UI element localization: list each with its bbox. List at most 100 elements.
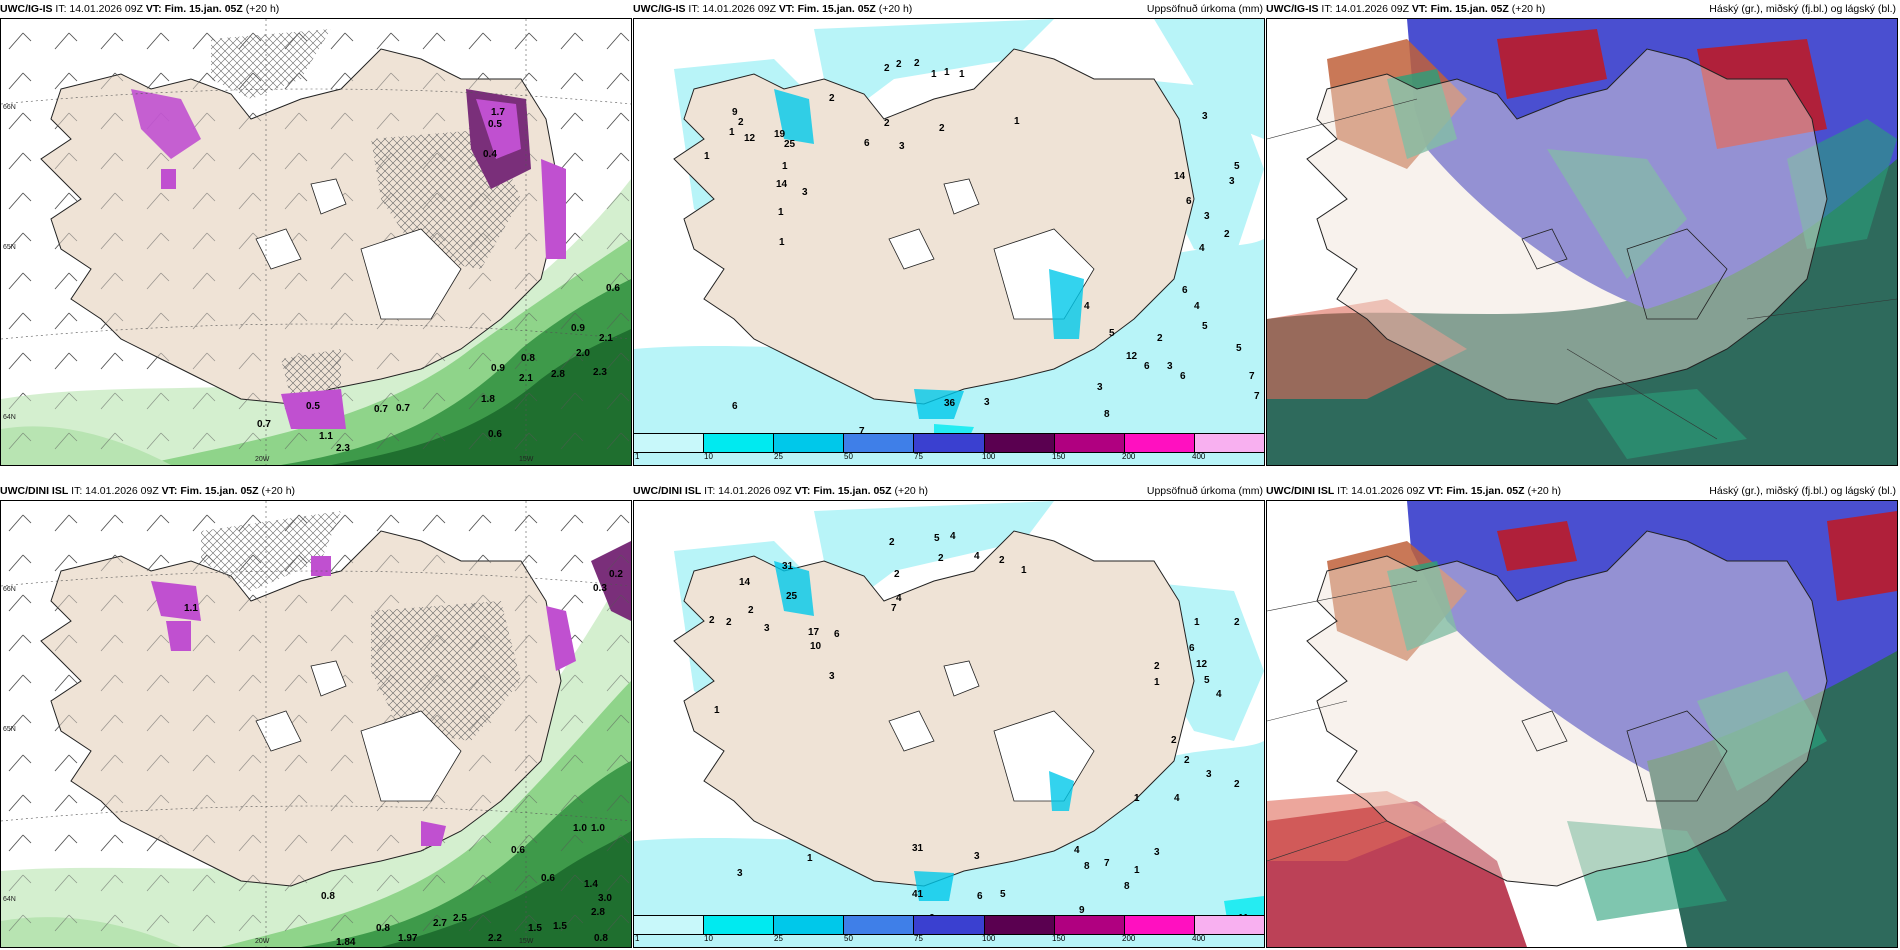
value-label: 1 xyxy=(1134,865,1140,876)
value-label: 4 xyxy=(1074,845,1080,856)
colorbar-swatch xyxy=(1053,916,1124,934)
map-frame: 2 2 2 1 1 1 9 2 1 1 12 19 25 14 3 2 1 1 … xyxy=(633,18,1265,466)
value-label: 0.6 xyxy=(541,873,555,884)
value-label: 3 xyxy=(1167,361,1173,372)
value-label: 0.6 xyxy=(488,429,502,440)
value-label: 1 xyxy=(1154,677,1160,688)
valid-time-label: VT: xyxy=(794,485,811,497)
value-label: 1.97 xyxy=(398,933,418,944)
colorbar-swatch xyxy=(843,916,914,934)
value-label: 1 xyxy=(1014,116,1020,127)
value-label: 1 xyxy=(931,69,937,80)
colorbar-label: 400 xyxy=(1192,452,1206,461)
value-label: 2.7 xyxy=(433,918,447,929)
panel-ig-cloud: UWC/IG-IS IT: 14.01.2026 09Z VT: Fim. 15… xyxy=(1266,0,1898,466)
value-label: 12 xyxy=(1196,659,1208,670)
lead-time: (+20 h) xyxy=(878,3,913,15)
value-label: 1 xyxy=(807,853,813,864)
field-title: Háský (gr.), miðský (fj.bl.) og lágský (… xyxy=(1709,485,1896,497)
value-label: 1.0 xyxy=(573,823,587,834)
value-label: 6 xyxy=(732,401,738,412)
value-label: 2 xyxy=(1154,661,1160,672)
model-name: UWC/IG-IS xyxy=(0,3,53,15)
value-label: 0.6 xyxy=(511,845,525,856)
value-label: 0.9 xyxy=(491,363,505,374)
value-label: 0.8 xyxy=(521,353,535,364)
value-label: 1 xyxy=(778,207,784,218)
value-label: 3 xyxy=(984,397,990,408)
value-label: 3 xyxy=(974,851,980,862)
valid-time: Fim. 15.jan. 05Z xyxy=(180,485,259,497)
colorbar-swatch xyxy=(843,434,914,452)
value-label: 14 xyxy=(1174,171,1186,182)
value-label: 1 xyxy=(714,705,720,716)
tick-label: 64N xyxy=(3,896,16,903)
value-label: 9 xyxy=(1079,905,1085,916)
panel-header: UWC/IG-IS IT: 14.01.2026 09Z VT: Fim. 15… xyxy=(633,0,1265,18)
value-label: 2 xyxy=(748,605,754,616)
panel-header: UWC/DINI ISL IT: 14.01.2026 09Z VT: Fim.… xyxy=(0,482,632,500)
colorbar-labels: 1 10 25 50 75 100 150 200 400 xyxy=(634,451,1264,463)
wind-map: 20W 15W 66N 65N 64N 0.2 0.3 1.0 1.0 0.6 … xyxy=(1,501,631,947)
value-label: 25 xyxy=(786,591,798,602)
value-label: 5 xyxy=(934,533,940,544)
value-label: 2.1 xyxy=(599,333,613,344)
colorbar-swatch xyxy=(1193,916,1264,934)
colorbar-label: 75 xyxy=(914,934,923,943)
value-label: 3 xyxy=(764,623,770,634)
value-label: 8 xyxy=(1124,881,1130,892)
precip-map: 2 2 2 1 1 1 9 2 1 1 12 19 25 14 3 2 1 1 … xyxy=(634,19,1264,465)
value-label: 6 xyxy=(1144,361,1150,372)
value-label: 1.7 xyxy=(491,107,505,118)
tick-label: 15W xyxy=(519,938,534,945)
value-label: 9 xyxy=(732,107,738,118)
tick-label: 65N xyxy=(3,244,16,251)
value-label: 1.8 xyxy=(481,394,495,405)
value-label: 5 xyxy=(1202,321,1208,332)
value-label: 4 xyxy=(1216,689,1222,700)
colorbar-label: 150 xyxy=(1052,934,1066,943)
value-label: 6 xyxy=(834,629,840,640)
colorbar-swatch xyxy=(703,916,774,934)
cloud-map xyxy=(1267,501,1897,947)
value-label: 4 xyxy=(896,593,902,604)
value-label: 8 xyxy=(1084,861,1090,872)
init-time: IT: 14.01.2026 09Z xyxy=(704,485,792,497)
value-label: 2.3 xyxy=(336,443,350,454)
value-label: 0.3 xyxy=(593,583,607,594)
value-label: 3 xyxy=(1097,382,1103,393)
colorbar-label: 400 xyxy=(1192,934,1206,943)
value-label: 3 xyxy=(829,671,835,682)
lead-time: (+20 h) xyxy=(245,3,280,15)
value-label: 0.7 xyxy=(257,419,271,430)
init-time: IT: 14.01.2026 09Z xyxy=(1337,485,1425,497)
init-time: IT: 14.01.2026 09Z xyxy=(55,3,143,15)
colorbar-swatch xyxy=(773,434,844,452)
map-frame: 20W 15W 66N 65N 64N 0.6 0.9 2.1 2.0 0.8 … xyxy=(0,18,632,466)
value-label: 5 xyxy=(1236,343,1242,354)
value-label: 0.2 xyxy=(609,569,623,580)
lead-time: (+20 h) xyxy=(1511,3,1546,15)
colorbar-swatch xyxy=(1193,434,1264,452)
tick-label: 15W xyxy=(519,456,534,463)
value-label: 0.8 xyxy=(321,891,335,902)
value-label: 6 xyxy=(1189,643,1195,654)
wind-map: 20W 15W 66N 65N 64N 0.6 0.9 2.1 2.0 0.8 … xyxy=(1,19,631,465)
panel-dini-cloud: UWC/DINI ISL IT: 14.01.2026 09Z VT: Fim.… xyxy=(1266,482,1898,948)
value-label: 2 xyxy=(938,553,944,564)
value-label: 2.0 xyxy=(576,348,590,359)
value-label: 1 xyxy=(1194,617,1200,628)
value-label: 4 xyxy=(1194,301,1200,312)
value-label: 7 xyxy=(859,426,865,437)
value-label: 8 xyxy=(1104,409,1110,420)
precip-map: 2 5 4 2 4 2 2 1 31 14 25 17 10 6 7 4 3 2… xyxy=(634,501,1264,947)
value-label: 4 xyxy=(974,551,980,562)
value-label: 5 xyxy=(1204,675,1210,686)
tick-label: 64N xyxy=(3,414,16,421)
colorbar-label: 75 xyxy=(914,452,923,461)
value-label: 0.5 xyxy=(306,401,320,412)
value-label: 2 xyxy=(1184,755,1190,766)
colorbar-swatch xyxy=(1123,434,1194,452)
colorbar-swatch xyxy=(983,916,1054,934)
value-label: 4 xyxy=(1199,243,1205,254)
